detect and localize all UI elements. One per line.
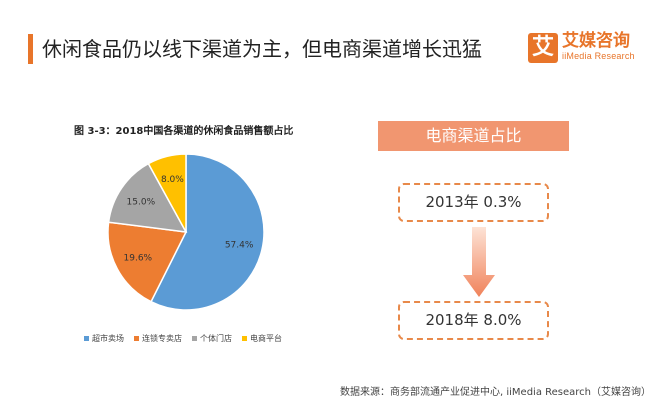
legend-label: 连锁专卖店 [142, 334, 182, 343]
pie-data-label: 19.6% [124, 254, 153, 264]
title-accent-bar [28, 34, 33, 64]
legend-label: 超市卖场 [92, 334, 124, 343]
pie-slice [150, 153, 265, 311]
pie-chart: 57.4% 19.6% 15.0% 8.0% [107, 153, 265, 311]
data-source: 数据来源：商务部流通产业促进中心, iiMedia Research（艾媒咨询） [340, 387, 651, 398]
pie-data-label: 8.0% [161, 175, 184, 185]
chart-legend: 超市卖场 连锁专卖店 个体门店 电商平台 [84, 333, 282, 344]
pie-data-label: 57.4% [225, 241, 254, 251]
legend-label: 个体门店 [200, 334, 232, 343]
legend-label: 电商平台 [250, 334, 282, 343]
pie-data-label: 15.0% [127, 197, 156, 207]
ecommerce-share-title: 电商渠道占比 [378, 121, 569, 151]
legend-swatch [84, 336, 89, 341]
brand-name: 艾媒咨询 [562, 31, 630, 51]
pie-slice [107, 221, 188, 303]
brand-subtitle: iiMedia Research [562, 51, 635, 61]
legend-swatch [242, 336, 247, 341]
page-title: 休闲食品仍以线下渠道为主，但电商渠道增长迅猛 [42, 37, 482, 61]
brand-mark-icon: 艾 [528, 33, 558, 63]
legend-item: 连锁专卖店 [134, 333, 182, 344]
pie-slice [107, 162, 188, 233]
legend-item: 个体门店 [192, 333, 232, 344]
down-arrow-icon [463, 227, 495, 297]
chart-title: 图 3-3：2018中国各渠道的休闲食品销售额占比 [74, 126, 294, 137]
legend-item: 电商平台 [242, 333, 282, 344]
brand-logo: 艾 艾媒咨询 iiMedia Research [528, 31, 660, 67]
legend-swatch [192, 336, 197, 341]
legend-swatch [134, 336, 139, 341]
pie-slice [147, 153, 187, 233]
stat-box-2013: 2013年 0.3% [398, 183, 549, 222]
legend-item: 超市卖场 [84, 333, 124, 344]
stat-box-2018: 2018年 8.0% [398, 301, 549, 340]
